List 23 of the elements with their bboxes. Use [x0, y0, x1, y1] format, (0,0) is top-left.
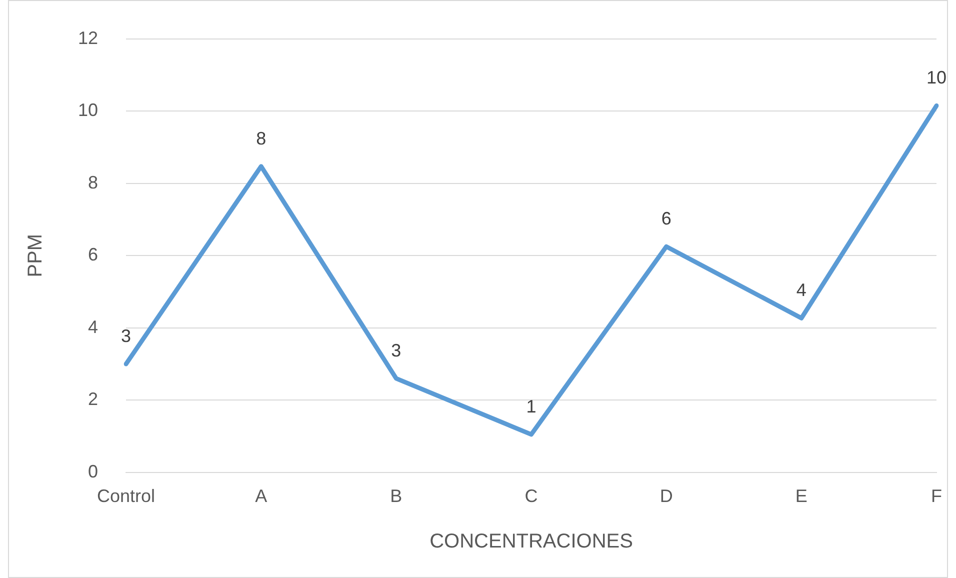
data-label: 6 — [661, 208, 672, 229]
x-tick-label: D — [660, 486, 673, 506]
data-label: 10 — [926, 68, 947, 88]
data-label: 8 — [256, 128, 266, 148]
y-tick-label: 0 — [88, 461, 98, 482]
y-axis-title: PPM — [24, 234, 47, 278]
x-tick-label: E — [795, 486, 808, 506]
data-label: 1 — [526, 396, 536, 416]
y-tick-label: 10 — [78, 100, 98, 120]
x-tick-label: Control — [97, 486, 156, 506]
x-tick-label: A — [255, 486, 268, 506]
data-label: 3 — [121, 326, 132, 346]
data-label: 3 — [391, 340, 402, 360]
x-tick-label: B — [390, 486, 402, 506]
x-tick-label: F — [931, 486, 942, 506]
y-tick-label: 2 — [88, 389, 98, 410]
y-tick-label: 12 — [78, 28, 98, 48]
data-label: 4 — [796, 280, 806, 300]
y-tick-label: 6 — [88, 244, 98, 265]
x-tick-label: C — [524, 486, 538, 506]
y-tick-label: 4 — [88, 316, 98, 337]
x-axis-title: CONCENTRACIONES — [430, 530, 633, 553]
y-tick-label: 8 — [88, 172, 98, 192]
